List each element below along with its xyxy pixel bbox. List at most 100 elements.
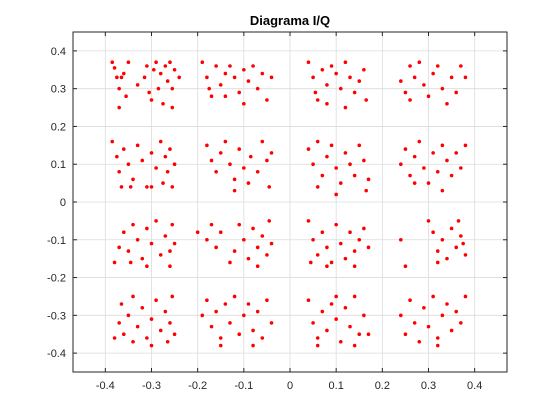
- data-point: [255, 245, 260, 250]
- data-point: [255, 309, 260, 314]
- data-point: [265, 158, 269, 163]
- data-point: [408, 98, 412, 102]
- data-point: [131, 222, 135, 227]
- x-tick-label: -0.4: [96, 380, 115, 392]
- data-point: [121, 332, 126, 337]
- data-point: [445, 101, 449, 106]
- data-point: [223, 139, 228, 144]
- data-point: [320, 230, 325, 235]
- data-point: [463, 143, 468, 148]
- data-point: [352, 294, 357, 299]
- data-point: [265, 298, 269, 303]
- x-tick-label: 0.3: [421, 380, 436, 392]
- data-point: [214, 169, 218, 174]
- data-point: [329, 143, 334, 148]
- data-point: [214, 309, 218, 314]
- data-point: [338, 181, 343, 185]
- data-point: [131, 177, 135, 182]
- data-point: [352, 343, 357, 348]
- data-point: [126, 249, 131, 253]
- data-point: [145, 226, 149, 231]
- data-point: [260, 139, 265, 144]
- data-point: [399, 237, 403, 242]
- data-point: [311, 75, 315, 80]
- data-point: [161, 101, 165, 106]
- data-point: [165, 339, 170, 344]
- y-tick-label: 0.3: [51, 84, 66, 96]
- data-point: [110, 60, 115, 65]
- data-point: [119, 75, 124, 80]
- data-point: [128, 260, 133, 265]
- data-point: [315, 343, 320, 348]
- x-tick-label: -0.1: [234, 380, 253, 392]
- data-point: [170, 294, 175, 299]
- data-point: [200, 313, 205, 318]
- data-point: [242, 67, 246, 72]
- data-point: [112, 260, 117, 265]
- data-points: [110, 60, 468, 348]
- y-tick-label: 0.2: [51, 121, 66, 133]
- data-point: [232, 75, 237, 80]
- y-tick-label: 0.4: [51, 46, 66, 58]
- data-point: [412, 181, 417, 185]
- data-point: [140, 305, 145, 310]
- y-tick-label: 0.1: [51, 159, 66, 171]
- data-point: [461, 241, 465, 246]
- data-point: [338, 86, 343, 91]
- data-point: [145, 264, 149, 269]
- data-point: [209, 158, 214, 163]
- data-point: [449, 328, 454, 333]
- data-point: [435, 260, 440, 265]
- data-point: [329, 260, 334, 265]
- data-point: [440, 143, 445, 148]
- data-point: [177, 75, 181, 80]
- data-point: [362, 67, 366, 72]
- data-point: [135, 324, 140, 329]
- data-point: [459, 64, 463, 68]
- data-point: [223, 71, 228, 76]
- data-point: [195, 230, 200, 235]
- data-point: [325, 154, 329, 159]
- data-point: [145, 185, 149, 189]
- data-point: [145, 64, 149, 68]
- data-point: [251, 226, 255, 231]
- data-point: [149, 343, 154, 348]
- data-point: [343, 305, 348, 310]
- data-point: [117, 245, 121, 250]
- data-point: [205, 237, 209, 242]
- y-axis-tick-labels: -0.4 -0.3 -0.2 -0.1 0 0.1 0.2 0.3 0.4: [47, 46, 66, 360]
- data-point: [112, 336, 117, 340]
- data-point: [228, 162, 232, 167]
- data-point: [112, 66, 117, 70]
- data-point: [267, 185, 272, 189]
- data-point: [242, 166, 246, 170]
- data-point: [149, 241, 154, 246]
- data-point: [168, 60, 172, 65]
- data-point: [246, 302, 251, 306]
- data-point: [168, 321, 172, 325]
- data-point: [135, 237, 140, 242]
- data-point: [422, 166, 426, 170]
- data-point: [334, 317, 338, 321]
- data-point: [115, 75, 119, 80]
- data-point: [260, 234, 265, 238]
- data-point: [315, 185, 320, 189]
- data-point: [412, 321, 417, 325]
- data-point: [117, 321, 121, 325]
- data-point: [435, 343, 440, 348]
- data-point: [237, 90, 242, 95]
- data-point: [265, 98, 269, 102]
- data-point: [172, 332, 177, 337]
- data-point: [463, 294, 468, 299]
- data-point: [232, 294, 237, 299]
- data-point: [343, 105, 348, 110]
- data-point: [449, 75, 454, 80]
- data-point: [218, 336, 223, 340]
- data-point: [142, 75, 147, 80]
- data-point: [119, 185, 124, 189]
- data-point: [352, 90, 357, 95]
- data-point: [246, 181, 251, 185]
- data-point: [232, 249, 237, 253]
- data-point: [223, 302, 228, 306]
